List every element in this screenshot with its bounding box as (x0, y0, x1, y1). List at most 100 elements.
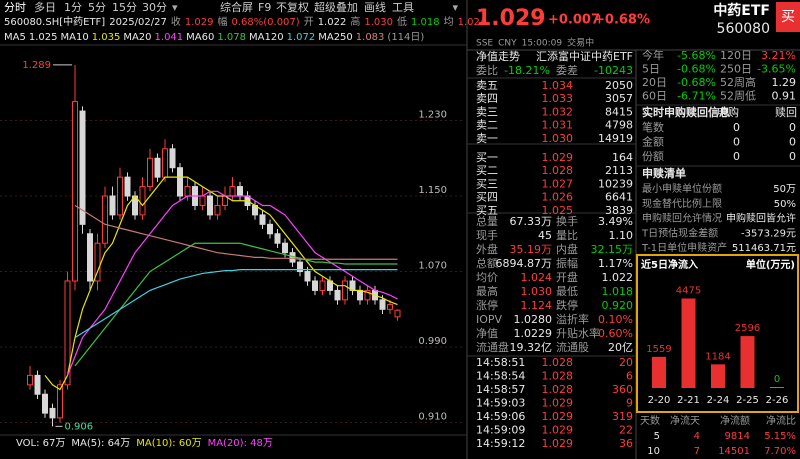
cell: 委比 (476, 64, 498, 77)
dropdown-icon[interactable]: ▾ (452, 1, 458, 14)
column-header: 赎回 (775, 105, 797, 119)
fund-code: 560080 (717, 21, 770, 37)
candle-body (49, 407, 56, 419)
toolbar-item[interactable]: 多日 (34, 0, 56, 14)
row-value: 0 (789, 136, 796, 149)
trade-time: 14:58:51 (476, 356, 525, 369)
row-value: 0 (733, 150, 740, 163)
candle-body (27, 374, 33, 386)
fund-name: 中药ETF (713, 2, 770, 19)
book-price: 1.031 (542, 119, 574, 132)
toolbar-item[interactable]: 不复权 (276, 0, 309, 14)
row-label: 申购赎回允许情况 (642, 212, 722, 225)
vol-line-item: VOL: 67万 (16, 438, 65, 449)
vol-line-item: MA(5): 64万 (71, 438, 130, 449)
book-price: 1.030 (542, 132, 574, 145)
table-header: 净流天 (670, 414, 700, 427)
quote-line-item: 0.68%(0.007) (231, 17, 299, 28)
toolbar-item[interactable]: 分时 (4, 1, 26, 14)
inflow-value: 0 (774, 374, 780, 385)
vol-line-item: MA(20): 48万 (208, 438, 273, 449)
cell: IOPV (476, 313, 503, 326)
book-label: 买三 (476, 177, 498, 190)
cell: 5日 (642, 63, 660, 76)
quote-line-item: 2025/02/27 (109, 17, 167, 28)
column-header: 申购 (717, 105, 739, 119)
cell: 委差 (556, 63, 578, 77)
row-value: 0 (733, 121, 740, 134)
toolbar-item[interactable]: 工具 (392, 1, 414, 14)
cell: 0.91 (772, 90, 797, 103)
toolbar-item[interactable]: 5分 (88, 1, 106, 14)
cell: 1.124 (521, 299, 553, 312)
toolbar-item[interactable]: 画线 (364, 0, 386, 14)
inflow-bar (711, 364, 725, 388)
inflow-date: 2-25 (736, 395, 759, 406)
cell: -3.65% (757, 63, 796, 76)
table-header: 净流额 (720, 414, 750, 427)
ma-line-item: 1.078 (217, 32, 246, 43)
inflow-date: 2-21 (677, 395, 700, 406)
candle-body (87, 233, 93, 282)
ma-line (74, 204, 398, 260)
buy-label[interactable]: 买 (781, 9, 795, 25)
toolbar-item[interactable]: 综合屏 (220, 0, 253, 14)
cell: 今年 (642, 48, 664, 62)
book-label: 卖二 (476, 119, 498, 132)
candle-body (297, 261, 303, 273)
book-price: 1.028 (542, 164, 574, 177)
candle-body (162, 148, 168, 178)
quote-line-item: 均 (444, 16, 454, 28)
toolbar-item[interactable]: 超级叠加 (314, 0, 358, 14)
buy-button[interactable] (776, 2, 800, 32)
candle-body (304, 271, 311, 282)
y-tick-label: 1.150 (418, 185, 447, 196)
cell: 换手 (556, 214, 578, 228)
candle-body (64, 280, 71, 386)
section-title: 申赎清单 (642, 166, 686, 180)
candle-body (364, 289, 371, 301)
row-value: 50万 (773, 184, 796, 195)
row-label: 现金替代比例上限 (642, 197, 722, 210)
table-cell: 7 (694, 446, 700, 457)
candle-body (387, 304, 393, 310)
ma-line (74, 242, 398, 367)
row-value: 申购赎回皆允许 (726, 212, 796, 225)
session-info: SSE (476, 39, 493, 49)
table-cell: 10 (647, 446, 660, 457)
toolbar-item[interactable]: 15分 (112, 1, 137, 14)
cell: 1.022 (602, 271, 634, 284)
cell: -0.68% (677, 76, 716, 89)
toolbar-item[interactable]: 1分 (64, 1, 82, 14)
cell: 跌停 (556, 298, 578, 312)
ma-line (44, 176, 398, 391)
cell: 涨停 (476, 298, 498, 312)
cell: -6.71% (677, 90, 716, 103)
table-cell: 5 (654, 431, 660, 442)
inflow-date: 2-24 (707, 395, 730, 406)
toolbar-item[interactable]: F9 (258, 1, 271, 14)
candle-body (379, 299, 386, 310)
nav-label: 净值走势 (476, 49, 520, 63)
book-volume: 14919 (598, 132, 633, 145)
table-cell: 4 (694, 431, 700, 442)
trade-time: 14:58:54 (476, 370, 525, 383)
book-price: 1.034 (542, 79, 574, 92)
book-volume: 10239 (598, 177, 633, 190)
trade-price: 1.029 (542, 424, 574, 437)
trade-time: 14:58:57 (476, 383, 525, 396)
row-value: 50% (774, 199, 796, 210)
trade-volume: 319 (612, 410, 633, 423)
trade-volume: 22 (619, 424, 633, 437)
dropdown-icon[interactable]: ▾ (172, 1, 178, 14)
inflow-bar (681, 298, 696, 388)
session-info: 交易中 (567, 37, 594, 49)
book-label: 卖四 (476, 92, 498, 105)
book-price: 1.027 (542, 177, 574, 190)
toolbar-item[interactable]: 30分 (142, 1, 167, 14)
book-label: 卖一 (476, 132, 498, 145)
cell: -0.68% (677, 63, 716, 76)
y-tick-label: 0.910 (418, 412, 447, 423)
